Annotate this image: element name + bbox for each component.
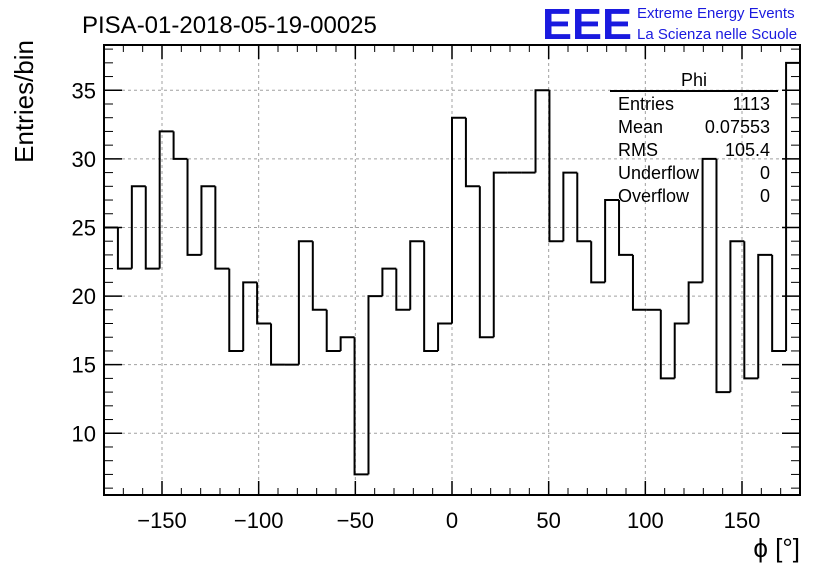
histogram-bin-32 bbox=[548, 90, 564, 243]
histogram-bin-18 bbox=[353, 337, 369, 476]
stats-value-4: 0 bbox=[760, 186, 770, 206]
histogram-bin-19 bbox=[367, 295, 383, 475]
histogram-bin-47 bbox=[757, 253, 773, 379]
histogram-bin-2 bbox=[130, 185, 146, 269]
histogram-bin-16 bbox=[325, 309, 341, 352]
histogram-bin-25 bbox=[451, 116, 466, 324]
y-tick-label-1: 15 bbox=[72, 353, 96, 378]
x-axis-label: ϕ [°] bbox=[753, 533, 800, 563]
histogram-bin-10 bbox=[242, 281, 258, 351]
stats-title: Phi bbox=[681, 70, 707, 90]
histogram-bin-1 bbox=[116, 227, 132, 270]
histogram-bin-6 bbox=[186, 158, 202, 256]
histogram-bin-48 bbox=[771, 254, 787, 352]
histogram-bin-9 bbox=[228, 268, 244, 352]
histogram-bin-41 bbox=[673, 322, 689, 379]
chart-title: PISA-01-2018-05-19-00025 bbox=[82, 12, 377, 39]
histogram-bin-7 bbox=[200, 185, 216, 255]
stats-label-2: RMS bbox=[618, 140, 658, 160]
histogram-bin-26 bbox=[464, 117, 480, 188]
histogram-bin-0 bbox=[103, 226, 118, 495]
histogram-bin-12 bbox=[270, 323, 285, 366]
y-tick-label-0: 10 bbox=[72, 421, 96, 446]
histogram-bin-49 bbox=[785, 61, 801, 495]
x-tick-label-5: 100 bbox=[627, 508, 664, 533]
histogram-bin-35 bbox=[590, 241, 606, 284]
histogram-bin-46 bbox=[743, 241, 759, 380]
histogram-bin-28 bbox=[492, 171, 508, 338]
histogram-bin-8 bbox=[214, 186, 230, 270]
histogram-bin-31 bbox=[534, 89, 550, 173]
logo-tagline-1: Extreme Energy Events bbox=[637, 5, 795, 22]
histogram-bin-40 bbox=[659, 309, 675, 380]
histogram-bin-24 bbox=[437, 322, 452, 351]
histogram-bin-20 bbox=[381, 267, 397, 297]
histogram-bin-22 bbox=[409, 240, 425, 310]
x-tick-label-6: 150 bbox=[724, 508, 761, 533]
histogram-bin-17 bbox=[339, 336, 355, 351]
x-tick-labels: −150 −100 −50 0 50 100 150 bbox=[137, 508, 760, 533]
stats-label-4: Overflow bbox=[618, 186, 690, 206]
histogram-bin-43 bbox=[701, 157, 717, 283]
histogram-bin-44 bbox=[715, 158, 731, 394]
x-tick-label-3: 0 bbox=[446, 508, 458, 533]
stats-value-0: 1113 bbox=[733, 94, 770, 114]
stats-label-0: Entries bbox=[618, 94, 674, 114]
histogram-bin-4 bbox=[158, 130, 174, 269]
histogram-bin-21 bbox=[395, 268, 411, 311]
logo-tagline-2: La Scienza nelle Scuole bbox=[637, 26, 797, 43]
stats-value-2: 105.4 bbox=[725, 140, 770, 160]
histogram-bin-27 bbox=[478, 186, 494, 339]
histogram-bin-15 bbox=[311, 241, 327, 311]
histogram-bin-45 bbox=[729, 240, 745, 393]
x-tick-label-2: −50 bbox=[337, 508, 374, 533]
y-tick-label-2: 20 bbox=[72, 284, 96, 309]
histogram-bin-5 bbox=[172, 131, 188, 160]
x-tick-label-4: 50 bbox=[536, 508, 560, 533]
y-tick-label-4: 30 bbox=[72, 147, 96, 172]
histogram-bin-34 bbox=[576, 172, 592, 243]
histogram-bin-11 bbox=[256, 282, 272, 325]
axis-ticks bbox=[103, 45, 801, 495]
eee-logo: EEE bbox=[542, 0, 632, 49]
x-tick-label-0: −150 bbox=[137, 508, 187, 533]
x-tick-label-1: −100 bbox=[234, 508, 284, 533]
histogram-bin-33 bbox=[562, 171, 578, 242]
histogram-bin-36 bbox=[604, 199, 620, 283]
histogram-bin-37 bbox=[618, 200, 633, 256]
y-axis-label: Entries/bin bbox=[9, 40, 39, 163]
histogram-bin-3 bbox=[144, 186, 160, 270]
histogram-bin-42 bbox=[687, 281, 703, 324]
stats-label-1: Mean bbox=[618, 117, 663, 137]
stats-box: Phi Entries 1113 Mean 0.07553 RMS 105.4 Underf… bbox=[610, 70, 778, 206]
histogram-bin-38 bbox=[631, 254, 647, 311]
y-tick-label-3: 25 bbox=[72, 215, 96, 240]
y-tick-label-5: 35 bbox=[72, 78, 96, 103]
histogram-bin-23 bbox=[423, 241, 439, 352]
histogram-bin-14 bbox=[297, 240, 313, 365]
stats-value-3: 0 bbox=[760, 163, 770, 183]
stats-value-1: 0.07553 bbox=[705, 117, 770, 137]
stats-label-3: Underflow bbox=[618, 163, 700, 183]
y-tick-labels: 10 15 20 25 30 35 bbox=[72, 78, 96, 446]
